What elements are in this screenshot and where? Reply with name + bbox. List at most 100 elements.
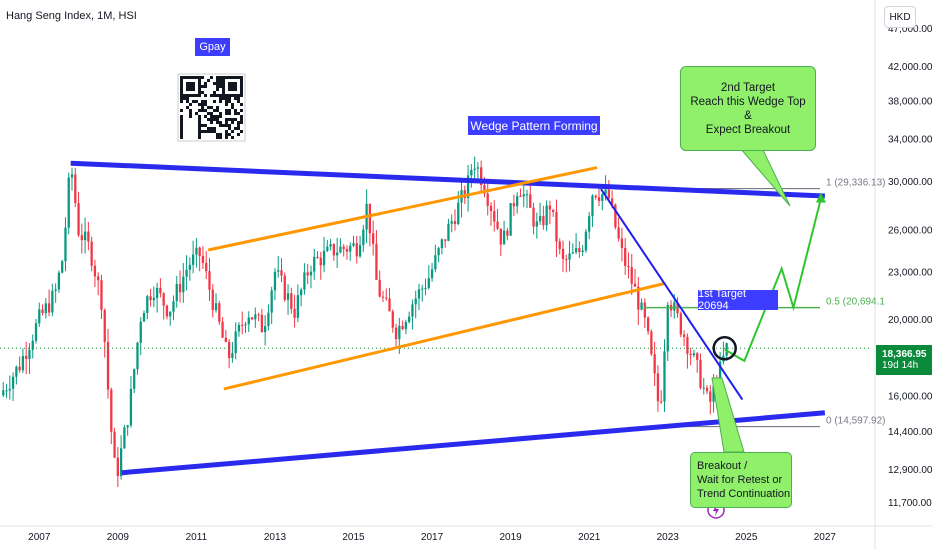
candle-body — [447, 223, 450, 241]
qr-module — [180, 121, 183, 124]
bar-countdown: 19d 14h — [882, 360, 919, 371]
currency-button[interactable]: HKD — [884, 6, 916, 28]
qr-module — [228, 97, 231, 100]
qr-module — [195, 112, 198, 115]
y-tick-label: 30,000.00 — [888, 177, 932, 188]
candle-body — [421, 288, 424, 290]
qr-module — [231, 130, 234, 133]
candle-body — [11, 376, 15, 389]
qr-module — [231, 103, 234, 106]
qr-module — [213, 91, 216, 94]
qr-module — [201, 100, 204, 103]
candle-body — [538, 216, 542, 222]
qr-module — [210, 94, 213, 97]
qr-module — [180, 91, 183, 94]
candle-body — [660, 401, 663, 403]
candle-body — [188, 264, 191, 270]
qr-module — [228, 109, 231, 112]
candle-body — [38, 309, 41, 324]
qr-module — [219, 94, 222, 97]
qr-module — [225, 112, 228, 115]
qr-module — [204, 94, 207, 97]
y-tick-label: 34,000.00 — [888, 134, 932, 145]
qr-module — [180, 88, 183, 91]
qr-module — [225, 118, 228, 121]
candle-body — [44, 303, 47, 314]
qr-module — [216, 85, 219, 88]
candle-body — [286, 293, 290, 300]
candle-body — [375, 243, 378, 280]
qr-module — [228, 118, 231, 121]
qr-module — [216, 82, 219, 85]
qr-module — [192, 82, 195, 85]
qr-module — [180, 115, 183, 118]
qr-module — [225, 103, 228, 106]
candle-body — [588, 216, 591, 232]
candle-body — [689, 353, 692, 356]
qr-module — [228, 82, 231, 85]
qr-module — [234, 112, 237, 115]
candle-body — [254, 314, 257, 320]
qr-module — [222, 124, 225, 127]
y-tick-label: 42,000.00 — [888, 62, 932, 73]
candle-body — [116, 457, 119, 477]
qr-module — [219, 82, 222, 85]
qr-module — [204, 85, 207, 88]
candle-body — [5, 390, 8, 392]
candle-body — [195, 247, 198, 255]
qr-module — [240, 85, 243, 88]
candle-body — [679, 313, 682, 335]
callout-line: Breakout / — [697, 460, 748, 472]
qr-module — [210, 127, 213, 130]
qr-module — [195, 94, 198, 97]
candle-body — [725, 343, 728, 356]
qr-module — [192, 76, 195, 79]
qr-module — [225, 124, 228, 127]
candle-body — [705, 387, 709, 392]
callout-line: Expect Breakout — [705, 123, 791, 136]
candle-body — [211, 289, 214, 311]
candle-body — [381, 296, 385, 298]
qr-module — [189, 88, 192, 91]
last-price-value: 18,366.95 — [882, 349, 927, 360]
candle-body — [224, 337, 228, 342]
qr-module — [222, 82, 225, 85]
candle-body — [159, 287, 162, 294]
candle-body — [535, 221, 538, 227]
qr-module — [189, 76, 192, 79]
qr-module — [192, 100, 195, 103]
candle-body — [47, 303, 51, 313]
candle-body — [516, 196, 519, 207]
candle-body — [247, 317, 250, 325]
candle-body — [283, 275, 286, 300]
qr-module — [237, 100, 240, 103]
candle-body — [172, 301, 175, 312]
candle-body — [643, 302, 646, 318]
qr-module — [198, 130, 201, 133]
qr-module — [180, 82, 183, 85]
qr-module — [240, 76, 243, 79]
qr-module — [216, 106, 219, 109]
y-tick-label: 26,000.00 — [888, 226, 932, 237]
callout-line: 2nd Target — [720, 81, 776, 94]
candle-body — [169, 311, 172, 317]
qr-module — [204, 82, 207, 85]
candle-body — [41, 309, 44, 314]
candle-body — [70, 174, 74, 178]
candle-body — [349, 245, 352, 252]
qr-module — [216, 109, 219, 112]
candle-body — [2, 390, 5, 396]
qr-module — [240, 118, 243, 121]
candle-body — [597, 197, 601, 201]
candle-body — [699, 359, 702, 388]
qr-module — [231, 88, 234, 91]
candle-body — [110, 389, 113, 432]
candle-body — [555, 211, 558, 242]
qr-module — [180, 118, 183, 121]
qr-module — [210, 76, 213, 79]
qr-module — [225, 130, 228, 133]
qr-module — [231, 82, 234, 85]
qr-module — [231, 76, 234, 79]
